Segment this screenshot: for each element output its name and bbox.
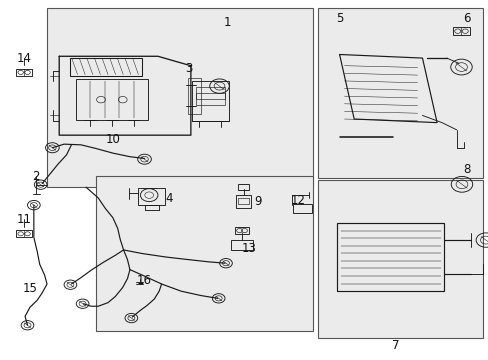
- Bar: [195, 93, 224, 105]
- Bar: [336, 223, 444, 291]
- Bar: [76, 79, 148, 120]
- Text: 6: 6: [462, 12, 469, 25]
- Text: 16: 16: [137, 274, 152, 287]
- Text: 15: 15: [22, 282, 37, 295]
- Bar: [236, 195, 250, 208]
- Bar: [231, 239, 252, 249]
- Bar: [70, 58, 142, 76]
- Text: 11: 11: [17, 213, 32, 226]
- Bar: [188, 78, 200, 114]
- Bar: [237, 184, 249, 190]
- Text: 12: 12: [290, 194, 305, 207]
- FancyBboxPatch shape: [96, 176, 312, 330]
- Text: 2: 2: [33, 170, 40, 183]
- Bar: [16, 230, 32, 237]
- Bar: [16, 69, 32, 76]
- Bar: [235, 227, 248, 234]
- Text: 3: 3: [184, 62, 192, 75]
- Text: 10: 10: [105, 133, 120, 146]
- Text: 5: 5: [335, 12, 343, 25]
- Text: 7: 7: [391, 339, 399, 352]
- Bar: [238, 198, 248, 204]
- Text: 8: 8: [462, 163, 469, 176]
- FancyBboxPatch shape: [317, 8, 483, 178]
- Bar: [195, 87, 224, 99]
- Bar: [138, 188, 165, 206]
- Text: 14: 14: [17, 51, 32, 64]
- Bar: [293, 204, 311, 213]
- Bar: [452, 27, 469, 35]
- Text: 13: 13: [242, 242, 256, 255]
- FancyBboxPatch shape: [47, 8, 312, 187]
- Bar: [192, 81, 228, 121]
- Text: 1: 1: [223, 16, 231, 29]
- Text: 9: 9: [253, 195, 261, 208]
- FancyBboxPatch shape: [317, 180, 483, 338]
- Text: 4: 4: [165, 192, 172, 205]
